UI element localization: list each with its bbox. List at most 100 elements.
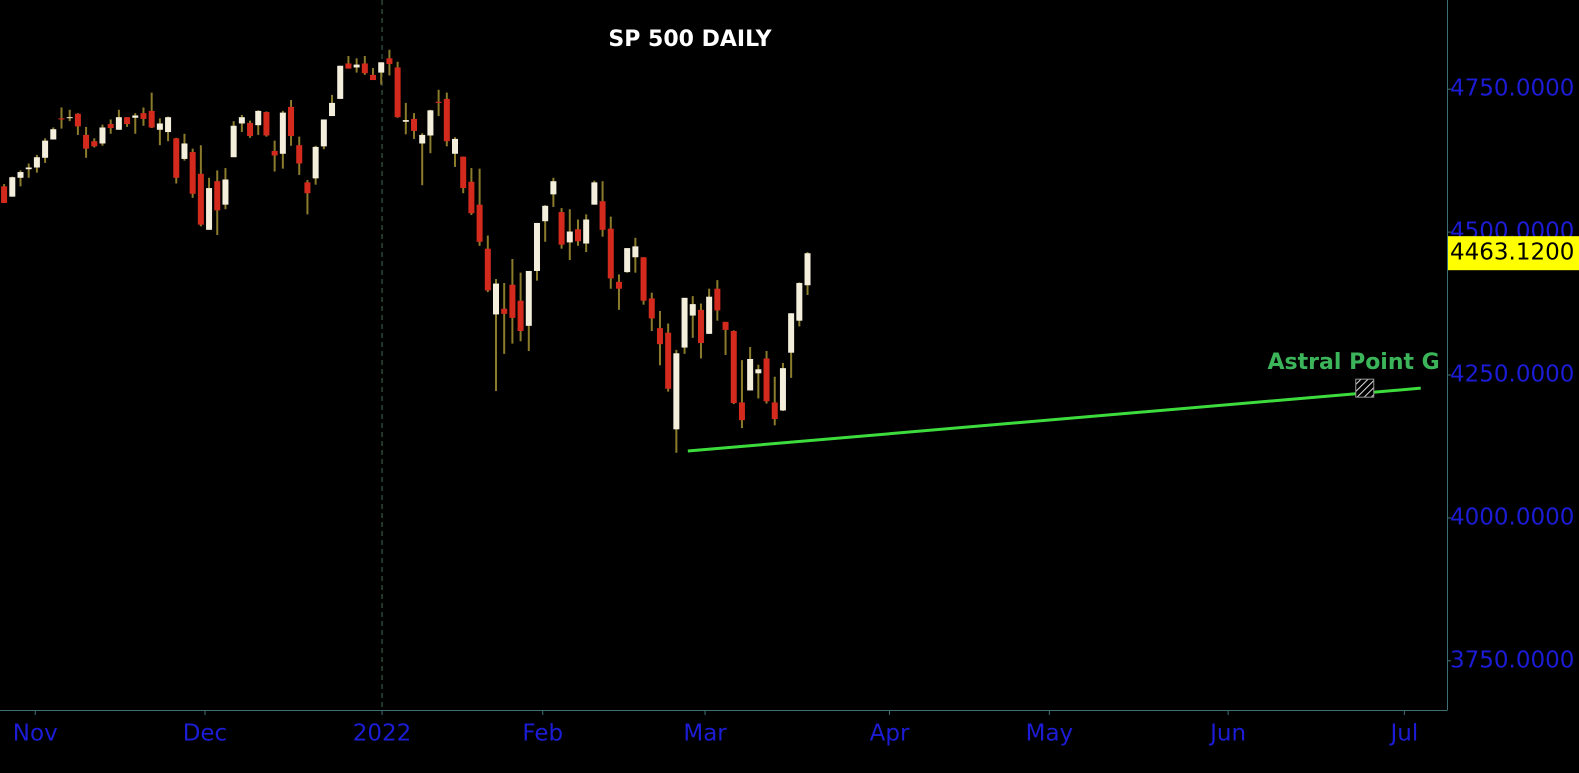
candle-body (181, 143, 188, 159)
candle-body (132, 115, 139, 118)
candle-body (279, 112, 286, 154)
candle-body (706, 296, 713, 334)
candle-body (689, 304, 696, 316)
candle-body (83, 134, 90, 149)
candle-body (17, 172, 24, 178)
candle-body (353, 64, 360, 68)
candle-body (624, 248, 631, 273)
candle-body (632, 246, 639, 258)
candle-body (1, 186, 8, 203)
last-price-label: 4463.1200 (1450, 240, 1574, 266)
candle-body (361, 63, 368, 74)
candle-body (312, 146, 319, 179)
candle-body (738, 402, 745, 421)
candle-body (419, 134, 426, 144)
candle-body (320, 119, 327, 147)
x-tick-label: Nov (13, 721, 58, 747)
candle-body (615, 281, 622, 289)
candle-body (304, 182, 311, 194)
candle-body (58, 118, 65, 120)
candle-body (148, 110, 155, 128)
candle-body (697, 309, 704, 343)
last-price-box (1448, 236, 1579, 271)
candle-body (509, 284, 516, 318)
candle-body (165, 117, 172, 133)
y-tick-label: 4750.0000 (1450, 76, 1574, 102)
candle-body (33, 157, 40, 168)
candle-body (230, 125, 237, 158)
candle-body (140, 113, 147, 119)
point-marker (1355, 378, 1375, 398)
candle-body (804, 253, 811, 286)
candle-body (394, 67, 401, 118)
candle-body (427, 110, 434, 136)
candle-body (779, 368, 786, 411)
candle-body (648, 298, 655, 319)
candle-body (25, 167, 32, 170)
y-tick-label: 4000.0000 (1450, 504, 1574, 530)
x-tick-label: Apr (870, 721, 910, 747)
candle-body (107, 124, 114, 129)
candle-body (9, 177, 16, 197)
candle-body (206, 188, 213, 230)
x-tick-label: May (1026, 721, 1074, 747)
candle-body (115, 117, 122, 130)
candle-body (337, 65, 344, 99)
candle-body (288, 106, 295, 137)
y-tick-label: 4250.0000 (1450, 362, 1574, 388)
candle-body (517, 300, 524, 331)
candle-body (42, 140, 49, 158)
x-tick-label: Jun (1208, 721, 1246, 747)
candle-body (296, 145, 303, 164)
candle-body (492, 283, 499, 315)
candle-body (771, 402, 778, 420)
x-tick-label: Dec (183, 721, 228, 747)
candle-body (66, 117, 73, 119)
candle-body (460, 156, 467, 189)
candle-body (583, 219, 590, 244)
candle-body (665, 332, 672, 389)
candle-body (214, 181, 221, 211)
candle-body (452, 138, 459, 154)
x-tick-label: Mar (683, 721, 727, 747)
candle-body (99, 127, 106, 144)
candle-body (156, 123, 163, 130)
candle-body (763, 358, 770, 402)
candle-body (247, 122, 254, 137)
candle-body (566, 231, 573, 243)
candle-body (591, 182, 598, 205)
candle-body (542, 205, 549, 222)
candle-body (747, 359, 754, 391)
candle-body (533, 222, 540, 271)
trend-line (687, 386, 1421, 453)
candle-body (124, 117, 131, 125)
candle-body (656, 328, 663, 345)
candle-body (386, 58, 393, 65)
trend-label: Astral Point G (1268, 350, 1440, 375)
candle-body (443, 98, 450, 142)
candle-body (50, 129, 57, 140)
candle-body (329, 102, 336, 117)
candle-body (673, 353, 680, 430)
x-tick-label: Jul (1388, 721, 1418, 747)
candle-body (468, 181, 475, 214)
candle-body (370, 74, 377, 81)
candle-body (222, 179, 229, 205)
candle-body (755, 369, 762, 374)
candle-body (345, 63, 352, 69)
x-tick-label: 2022 (353, 721, 412, 747)
candle-body (402, 120, 409, 122)
candle-body (550, 181, 557, 195)
candle-body (640, 257, 647, 301)
candle-body (197, 173, 204, 225)
candle-body (574, 229, 581, 242)
candle-body (189, 152, 196, 194)
candle-body (476, 204, 483, 242)
candle-body (91, 141, 98, 147)
candle-body (788, 313, 795, 353)
candle-body (681, 297, 688, 348)
candle-body (525, 270, 532, 326)
candle-body (730, 330, 737, 404)
